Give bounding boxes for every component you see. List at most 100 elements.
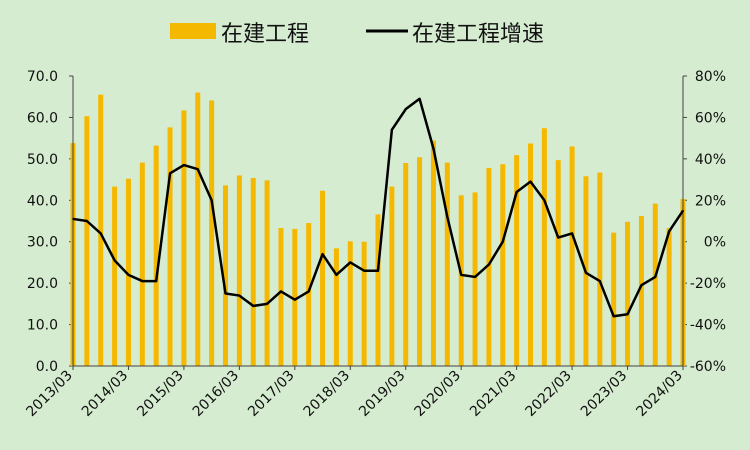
line-point	[99, 232, 102, 235]
line-point	[196, 168, 199, 171]
right-tick-label: 80%	[695, 69, 726, 85]
x-tick-label: 2024/03	[633, 368, 685, 420]
right-axis: -60% -40% -20% 0% 20% 40% 60% 80%	[683, 69, 726, 375]
line-point	[183, 164, 185, 166]
bar	[195, 92, 201, 367]
line-point	[626, 313, 629, 316]
bar	[167, 127, 173, 366]
x-tick-label: 2023/03	[578, 368, 630, 420]
bar	[375, 214, 381, 366]
bar	[236, 175, 242, 366]
bar	[320, 190, 326, 366]
line-point	[529, 180, 532, 183]
bar	[209, 100, 215, 366]
line-point	[377, 269, 379, 272]
left-tick-label: 10.0	[27, 318, 58, 334]
bar	[306, 223, 312, 366]
right-tick-label: 60%	[695, 110, 726, 126]
line-point	[446, 216, 449, 218]
legend-bar-label: 在建工程	[221, 22, 309, 47]
line-point	[321, 253, 324, 255]
bar	[430, 140, 436, 366]
line-point	[72, 218, 74, 220]
left-tick-label: 20.0	[27, 276, 58, 292]
x-tick-label: 2016/03	[190, 368, 242, 420]
line-point	[474, 276, 476, 278]
bar	[625, 221, 631, 366]
left-tick-label: 0.0	[36, 359, 58, 375]
bar	[153, 145, 159, 366]
x-tick-label: 2022/03	[522, 368, 574, 420]
bar	[125, 178, 131, 366]
bar	[541, 128, 547, 366]
line-point	[266, 303, 268, 305]
bar	[472, 192, 478, 366]
line-point	[86, 220, 88, 222]
line-point	[515, 191, 518, 193]
line-point	[238, 294, 241, 297]
bar	[112, 186, 118, 366]
x-tick-label: 2020/03	[412, 368, 464, 420]
right-tick-label: -40%	[690, 318, 726, 334]
line-point	[543, 199, 546, 202]
bar	[417, 157, 423, 366]
bar	[250, 177, 256, 366]
bar	[514, 155, 520, 366]
bar	[555, 160, 561, 366]
line-point	[294, 298, 296, 301]
left-tick-label: 50.0	[27, 152, 58, 168]
line-point	[335, 274, 338, 276]
line-point	[654, 276, 657, 278]
right-tick-label: -20%	[690, 276, 726, 292]
bar	[444, 162, 450, 366]
bar-series	[70, 92, 686, 367]
line-point	[599, 280, 601, 282]
bar	[458, 195, 464, 366]
bar	[638, 216, 644, 366]
line-point	[571, 232, 573, 235]
bar	[611, 232, 617, 366]
bar	[361, 241, 367, 366]
legend: 在建工程 在建工程增速	[170, 22, 544, 47]
line-point	[155, 280, 157, 282]
x-axis: 2013/03 2014/03 2015/03 2016/03 2017/03 2018/…	[23, 366, 686, 420]
bar	[528, 143, 533, 366]
line-point	[391, 129, 393, 131]
growth-line-points	[72, 97, 684, 318]
line-point	[501, 240, 504, 243]
bar	[223, 185, 228, 366]
line-point	[210, 199, 213, 202]
line-point	[682, 209, 684, 212]
line-point	[349, 261, 352, 264]
left-tick-label: 40.0	[27, 193, 58, 209]
line-point	[557, 236, 560, 239]
line-point	[585, 271, 587, 274]
legend-line-label: 在建工程增速	[412, 22, 544, 47]
legend-bar-swatch	[170, 23, 216, 39]
x-tick-label: 2013/03	[23, 368, 75, 420]
bar	[389, 186, 395, 366]
bar	[666, 228, 672, 366]
line-point	[280, 290, 282, 293]
bar	[84, 116, 90, 366]
bar	[98, 94, 104, 367]
line-point	[418, 97, 421, 100]
bar	[292, 228, 298, 366]
right-tick-label: -60%	[690, 359, 726, 375]
line-point	[612, 315, 615, 318]
right-tick-label: 0%	[704, 235, 726, 251]
line-point	[307, 290, 310, 293]
line-point	[432, 147, 435, 150]
bar	[181, 110, 187, 366]
x-tick-label: 2015/03	[134, 368, 186, 420]
left-tick-label: 30.0	[27, 235, 58, 251]
x-tick-label: 2018/03	[301, 368, 353, 420]
x-tick-label: 2019/03	[356, 368, 408, 420]
bar	[652, 203, 658, 366]
right-tick-label: 20%	[695, 193, 726, 209]
right-tick-label: 40%	[695, 152, 726, 168]
bar	[139, 162, 145, 366]
line-point	[363, 269, 365, 272]
bar	[569, 146, 575, 366]
